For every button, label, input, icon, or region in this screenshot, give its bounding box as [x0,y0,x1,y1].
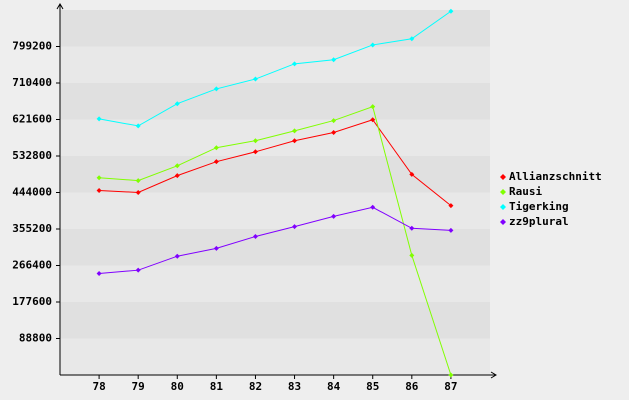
point [252,233,258,239]
point [370,104,376,110]
y-tick-label: 710400 [12,76,52,89]
plot-band [60,338,490,375]
plot-band [60,265,490,302]
y-tick-label: 266400 [12,259,52,272]
point [96,270,102,276]
plot-band [60,156,490,193]
point [331,129,337,135]
point [174,101,180,107]
plot-band [60,302,490,339]
point [331,118,337,124]
point [96,116,102,122]
point [135,123,141,129]
point [409,171,415,177]
legend-marker [500,174,506,180]
point [135,178,141,184]
point [409,36,415,42]
legend-label: Rausi [509,185,542,198]
point [174,253,180,259]
x-tick-label: 85 [366,380,379,393]
point [409,252,415,258]
point [213,145,219,151]
plot-band [60,83,490,120]
point [96,187,102,193]
y-tick-label: 444000 [12,186,52,199]
legend-label: Allianzschnitt [509,170,602,183]
point [370,117,376,123]
point [213,86,219,92]
point [174,163,180,169]
point [135,267,141,273]
y-tick-label: 799200 [12,40,52,53]
y-tick-label: 88800 [19,332,52,345]
point [292,128,298,134]
plot-band [60,10,490,47]
plot-band [60,46,490,83]
y-tick-label: 532800 [12,149,52,162]
point [292,61,298,67]
point [409,225,415,231]
point [174,173,180,179]
point [213,159,219,165]
plot-band [60,119,490,156]
point [448,372,454,378]
point [370,204,376,210]
legend-label: zz9plural [509,215,569,228]
point [448,227,454,233]
point [292,224,298,230]
x-tick-label: 81 [210,380,224,393]
plot-band [60,192,490,229]
y-tick-label: 355200 [12,222,52,235]
point [252,149,258,155]
point [213,245,219,251]
point [96,175,102,181]
x-tick-label: 80 [171,380,184,393]
point [252,76,258,82]
point [370,42,376,48]
legend-label: Tigerking [509,200,569,213]
point [252,138,258,144]
series-line [99,119,452,207]
y-tick-label: 621600 [12,113,52,126]
x-tick-label: 83 [288,380,301,393]
point [331,213,337,219]
point [135,190,141,195]
x-tick-label: 78 [92,380,105,393]
legend-marker [500,204,506,210]
x-tick-label: 87 [444,380,457,393]
plot-band [60,229,490,266]
point [331,57,337,63]
series-line [99,105,452,376]
series-line [99,206,451,274]
point [292,138,298,144]
x-tick-label: 86 [405,380,419,393]
y-axis-arrow [56,3,64,10]
x-tick-label: 84 [327,380,341,393]
point [448,8,454,14]
point [448,203,454,209]
y-tick-label: 177600 [12,295,52,308]
x-tick-label: 82 [249,380,262,393]
legend-marker [500,189,506,195]
series-line [99,10,452,127]
legend-marker [500,219,506,225]
x-axis-arrow [490,371,497,379]
x-tick-label: 79 [132,380,145,393]
